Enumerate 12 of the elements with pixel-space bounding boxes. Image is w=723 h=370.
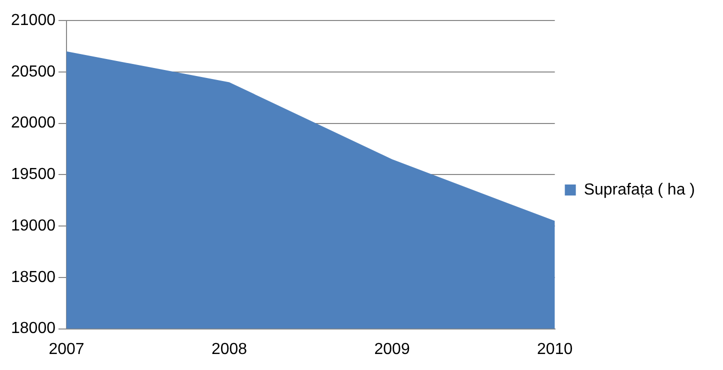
legend-label: Suprafața ( ha ) bbox=[584, 181, 695, 198]
x-tick-label: 2008 bbox=[211, 340, 248, 358]
y-tick-label: 18500 bbox=[10, 268, 56, 286]
y-tick-label: 19000 bbox=[10, 217, 56, 234]
x-tick-label: 2007 bbox=[48, 340, 84, 358]
y-tick-label: 20000 bbox=[10, 114, 56, 132]
y-tick-label: 20500 bbox=[10, 63, 56, 80]
x-tick-label: 2009 bbox=[374, 340, 410, 358]
x-tick-label: 2010 bbox=[537, 340, 573, 358]
y-tick-label: 19500 bbox=[10, 166, 56, 184]
y-tick-label: 21000 bbox=[10, 12, 56, 30]
y-tick-label: 18000 bbox=[10, 320, 56, 338]
